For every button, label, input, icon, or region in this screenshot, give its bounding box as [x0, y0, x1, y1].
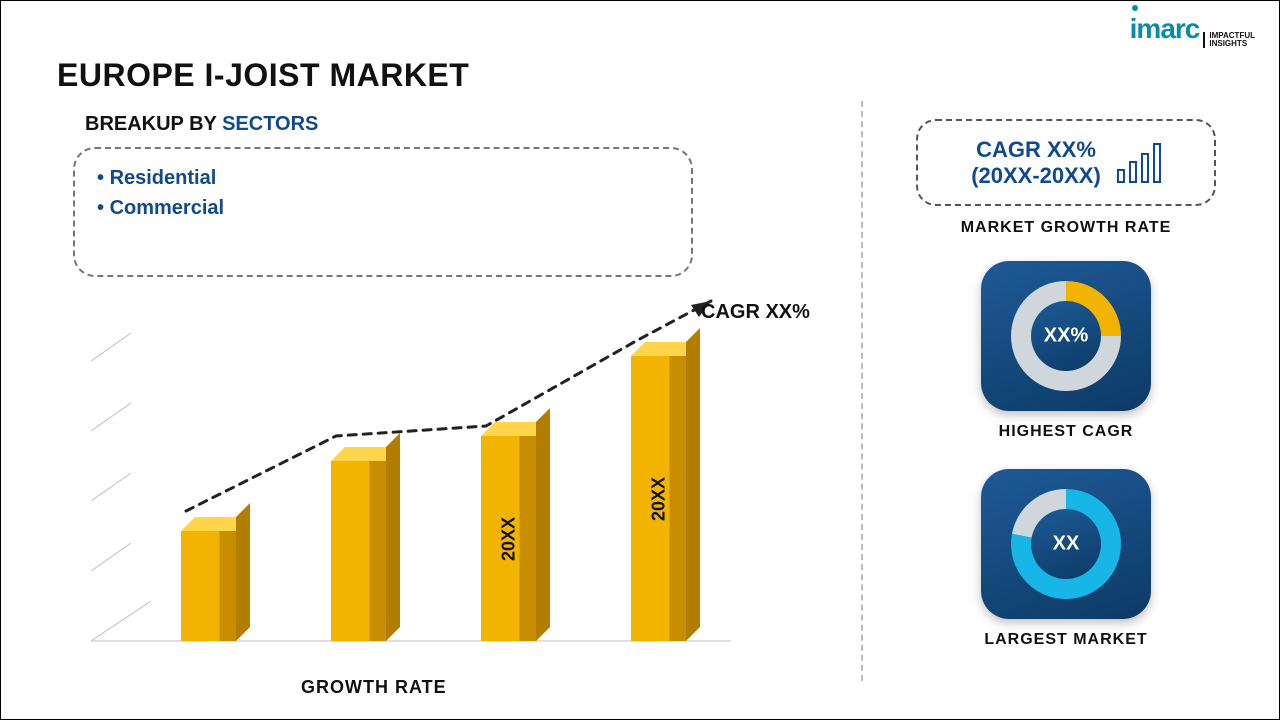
growth-bar: 20XX	[631, 356, 686, 641]
bar-year-label: 20XX	[648, 476, 669, 520]
market-growth-card: CAGR XX% (20XX-20XX)	[916, 119, 1216, 206]
growth-card-text: CAGR XX% (20XX-20XX)	[971, 137, 1101, 190]
growth-bar: 20XX	[481, 436, 536, 641]
cagr-callout: CAGR XX%	[701, 301, 810, 324]
largest-market-caption: LARGEST MARKET	[916, 631, 1216, 649]
sectors-list: ResidentialCommercial	[97, 163, 669, 223]
growth-bar-chart: 20XX 20XX	[91, 311, 731, 671]
highest-cagr-value: XX%	[1044, 325, 1088, 348]
vertical-divider	[861, 101, 863, 681]
sectors-panel: ResidentialCommercial	[73, 147, 693, 277]
largest-market-value: XX	[1053, 533, 1080, 556]
growth-bar	[181, 531, 236, 641]
chart-subtitle: BREAKUP BY SECTORS	[85, 113, 318, 136]
largest-market-tile: XX	[981, 469, 1151, 619]
bar-year-label: 20XX	[498, 516, 519, 560]
sector-item: Commercial	[97, 193, 669, 223]
x-axis-label: GROWTH RATE	[301, 677, 447, 698]
sector-item: Residential	[97, 163, 669, 193]
highest-cagr-caption: HIGHEST CAGR	[916, 423, 1216, 441]
growth-card-caption: MARKET GROWTH RATE	[916, 219, 1216, 237]
highest-cagr-donut: XX%	[1011, 281, 1121, 391]
mini-bars-icon	[1117, 143, 1161, 183]
largest-market-donut: XX	[1011, 489, 1121, 599]
page-title: EUROPE I-JOIST MARKET	[57, 57, 469, 94]
growth-bar	[331, 461, 386, 641]
brand-logo: imarc IMPACTFULINSIGHTS	[1130, 13, 1255, 48]
logo-subtext: IMPACTFULINSIGHTS	[1203, 32, 1255, 48]
logo-text: imarc	[1130, 13, 1200, 44]
highest-cagr-tile: XX%	[981, 261, 1151, 411]
